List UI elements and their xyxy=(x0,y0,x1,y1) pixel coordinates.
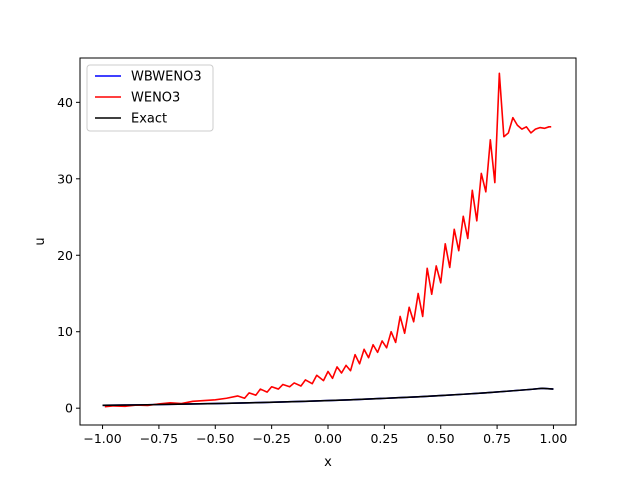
legend-label: WENO3 xyxy=(131,91,180,106)
x-tick-label: 0.75 xyxy=(483,431,511,446)
x-tick-label: 0.00 xyxy=(314,431,342,446)
x-tick-label: 0.25 xyxy=(370,431,398,446)
series-line-2 xyxy=(102,387,554,407)
legend: WBWENO3 WENO3 Exact xyxy=(86,64,214,132)
y-tick-label: 30 xyxy=(57,171,73,186)
y-tick-label: 0 xyxy=(65,401,73,416)
legend-label: WBWENO3 xyxy=(131,70,202,85)
y-tick-label: 40 xyxy=(57,95,73,110)
x-axis: −1.00 −0.75 −0.50 −0.25 0.00 0.25 0.50 0.75 1.00 xyxy=(83,425,567,446)
x-tick-label: −1.00 xyxy=(83,431,121,446)
series-line-1 xyxy=(104,72,552,408)
x-tick-label: −0.75 xyxy=(140,431,178,446)
legend-box xyxy=(86,64,214,132)
x-tick-label: 0.50 xyxy=(427,431,455,446)
x-tick-label: 1.00 xyxy=(540,431,568,446)
x-tick-label: −0.50 xyxy=(196,431,234,446)
x-tick-label: −0.25 xyxy=(252,431,290,446)
y-axis-label: u xyxy=(33,237,48,245)
y-tick-label: 20 xyxy=(57,248,73,263)
series-layer xyxy=(102,72,554,408)
y-tick-label: 10 xyxy=(57,324,73,339)
y-axis: 0 10 20 30 40 xyxy=(57,95,80,416)
legend-label: Exact xyxy=(131,112,167,127)
x-axis-label: x xyxy=(324,455,332,470)
